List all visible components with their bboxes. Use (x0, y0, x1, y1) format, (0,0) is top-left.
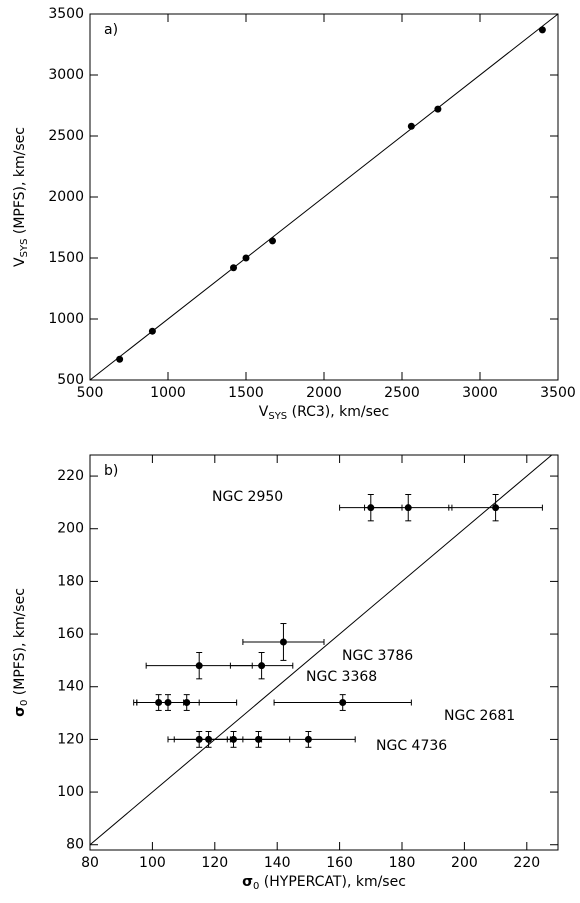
x-tick-label: 2000 (306, 385, 342, 401)
point (230, 264, 238, 272)
axis-title: VSYS (MPFS), km/sec (12, 127, 30, 267)
axis-title-sub: SYS (19, 239, 30, 258)
x-tick-label: 1000 (150, 385, 186, 401)
x-tick-label: 500 (77, 385, 104, 401)
point (258, 662, 266, 670)
annotation: NGC 4736 (376, 738, 447, 754)
x-tick-label: 1500 (228, 385, 264, 401)
axis-title-sub: 0 (19, 700, 30, 706)
y-tick-label: 2000 (48, 189, 84, 205)
x-tick-label: 160 (326, 855, 353, 871)
annotation: NGC 2681 (444, 708, 515, 724)
point (116, 355, 124, 363)
x-tick-label: 3500 (540, 385, 576, 401)
plot-frame (89, 454, 559, 851)
point (339, 699, 347, 707)
point (279, 638, 287, 646)
axis-title-main: V (12, 257, 28, 267)
x-tick-label: 220 (513, 855, 540, 871)
axis-title-sub: 0 (253, 881, 259, 892)
annotation: NGC 2950 (212, 489, 283, 505)
point (492, 504, 500, 512)
axis-title-rest: (RC3), km/sec (287, 404, 389, 420)
y-tick-label: 160 (57, 626, 84, 642)
y-tick-label: 140 (57, 679, 84, 695)
y-tick-label: 3500 (48, 6, 84, 22)
point (254, 735, 262, 743)
x-tick-label: 120 (201, 855, 228, 871)
axis-title-rest: (MPFS), km/sec (12, 588, 28, 700)
axis-title-main: V (259, 404, 269, 420)
point (404, 504, 412, 512)
point (183, 699, 191, 707)
panel-label: b) (104, 463, 118, 479)
y-tick-label: 100 (57, 784, 84, 800)
x-tick-label: 3000 (462, 385, 498, 401)
x-tick-label: 2500 (384, 385, 420, 401)
y-tick-label: 80 (66, 837, 84, 853)
point (242, 254, 250, 262)
y-tick-label: 220 (57, 468, 84, 484)
axis-title-main: σ (242, 874, 253, 890)
y-tick-label: 120 (57, 731, 84, 747)
point (434, 105, 442, 113)
x-tick-label: 80 (81, 855, 99, 871)
axis-title-rest: (MPFS), km/sec (12, 127, 28, 239)
y-tick-label: 200 (57, 521, 84, 537)
y-tick-label: 500 (57, 372, 84, 388)
y-tick-label: 1500 (48, 250, 84, 266)
y-tick-label: 1000 (48, 311, 84, 327)
equality-line (89, 13, 559, 381)
axis-title: σ0 (HYPERCAT), km/sec (242, 874, 406, 892)
point (407, 122, 415, 130)
annotation: NGC 3786 (342, 648, 413, 664)
x-tick-label: 200 (451, 855, 478, 871)
axis-title: VSYS (RC3), km/sec (259, 404, 389, 422)
point (148, 327, 156, 335)
axis-title-sub: SYS (268, 411, 287, 422)
equality-line (89, 454, 553, 846)
y-tick-label: 2500 (48, 128, 84, 144)
axis-title-main: σ (12, 706, 28, 717)
point (195, 662, 203, 670)
x-tick-label: 100 (139, 855, 166, 871)
y-tick-label: 3000 (48, 67, 84, 83)
point (269, 237, 277, 245)
y-tick-label: 180 (57, 573, 84, 589)
panel-label: a) (104, 22, 118, 38)
point (538, 26, 546, 34)
point (304, 735, 312, 743)
x-tick-label: 180 (389, 855, 416, 871)
x-tick-label: 140 (264, 855, 291, 871)
axis-title: σ0 (MPFS), km/sec (12, 588, 30, 717)
axis-title-rest: (HYPERCAT), km/sec (259, 874, 406, 890)
annotation: NGC 3368 (306, 669, 377, 685)
